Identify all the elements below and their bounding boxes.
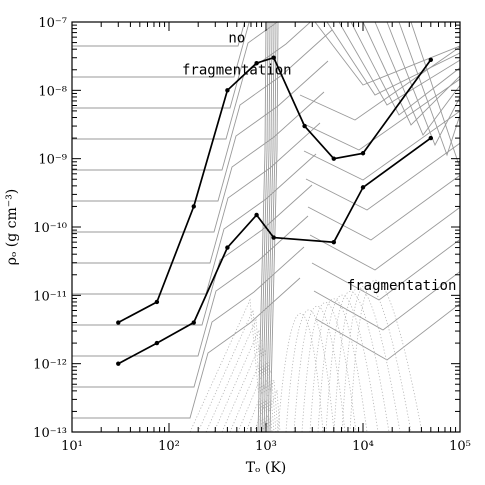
contour-line-dotted [205, 318, 267, 432]
contour-line-dotted [349, 280, 423, 432]
contour-line-dotted [293, 305, 346, 432]
contour-line [257, 22, 267, 432]
contour-line-dotted [285, 309, 335, 432]
contour-line-dotted [221, 339, 271, 432]
contour-line [72, 0, 352, 15]
y-tick-label: 10⁻¹¹ [33, 289, 67, 304]
contour-line [350, 22, 460, 116]
contour-line-dotted [333, 287, 401, 432]
contour-line [72, 122, 321, 264]
data-point [302, 123, 307, 129]
axis-ticks [71, 22, 460, 433]
contour-line [263, 22, 273, 432]
contour-line [72, 29, 333, 171]
data-point [360, 151, 366, 156]
contour-line-dotted [317, 294, 379, 432]
contour-line [398, 22, 460, 157]
contour-line [374, 22, 460, 136]
y-tick-label: 10⁻⁹ [38, 153, 67, 168]
contour-line [326, 22, 460, 96]
y-tick-label: 10⁻¹⁰ [33, 221, 67, 236]
data-point [154, 340, 160, 346]
contour-line-dotted [325, 290, 390, 432]
axis-tick-labels: 10¹ 10² 10³ 10⁴ 10⁵ 10⁻¹³ 10⁻¹² 10⁻¹¹ 10⁻¹⁰ 10⁻⁹ 1… [33, 16, 471, 454]
series-line-1 [117, 56, 432, 324]
contour-line-dotted [237, 359, 275, 432]
contour-line [338, 22, 460, 106]
x-tick-label: 10² [158, 439, 180, 454]
data-point [191, 204, 196, 209]
x-tick-label: 10¹ [61, 439, 83, 454]
region-label: no [228, 31, 245, 47]
contour-line [72, 60, 329, 202]
y-tick-label: 10⁻¹² [33, 358, 67, 373]
region-annotations: no fragmentation fragmentation [182, 31, 456, 294]
x-tick-label: 10⁴ [352, 439, 374, 454]
data-point [225, 88, 230, 93]
contour-line [410, 22, 460, 166]
contour-line [261, 22, 271, 432]
region-label: fragmentation [182, 63, 292, 79]
data-point [331, 239, 337, 245]
data-point [225, 245, 230, 250]
contour-line [386, 22, 460, 147]
x-axis-label: Tₒ (K) [246, 460, 287, 476]
contour-line-dotted [341, 283, 412, 432]
data-point [116, 320, 121, 325]
contour-line [309, 206, 460, 271]
y-tick-label: 10⁻⁸ [38, 84, 67, 99]
background-contours [72, 0, 460, 432]
x-tick-label: 10⁵ [449, 439, 471, 454]
y-tick-label: 10⁻¹³ [33, 426, 67, 441]
y-tick-label: 10⁻⁷ [38, 16, 67, 31]
contour-line [314, 22, 460, 86]
contour-line [267, 22, 277, 432]
data-point [360, 185, 366, 190]
data-point [254, 60, 259, 66]
contour-line [362, 22, 460, 126]
contour-line [72, 22, 279, 109]
data-point [254, 212, 259, 218]
contour-line-dotted [197, 308, 265, 432]
contour-line-dotted [309, 298, 368, 432]
data-point [271, 235, 276, 240]
contour-line [72, 22, 250, 78]
data-point [154, 299, 160, 305]
contour-line-dotted [229, 349, 273, 432]
data-point [271, 55, 276, 60]
data-point [428, 57, 434, 62]
contour-line [315, 303, 460, 361]
x-tick-label: 10³ [255, 439, 277, 454]
contour-line [259, 22, 269, 432]
contour-line-dotted [277, 313, 324, 432]
y-axis-label: ρₒ (g cm⁻³) [4, 189, 20, 266]
contour-line-dotted [301, 302, 357, 432]
data-point [116, 361, 121, 366]
data-point [331, 156, 337, 161]
data-point [428, 135, 434, 141]
contour-line-dotted [253, 379, 279, 432]
region-label: fragmentation [347, 278, 457, 294]
contour-line-dotted [189, 298, 263, 432]
contour-line [72, 246, 305, 388]
contour-line [303, 110, 460, 181]
data-point [191, 320, 196, 325]
contour-line [307, 174, 460, 241]
contour-line [313, 271, 460, 331]
contour-line [301, 78, 460, 151]
contour-line-dotted [213, 329, 269, 432]
contour-line [72, 22, 246, 47]
contour-line [72, 184, 313, 326]
contour-line [305, 142, 460, 211]
data-series [116, 55, 434, 366]
contour-line [265, 22, 275, 432]
contour-line [72, 91, 325, 233]
contour-line [72, 153, 317, 295]
